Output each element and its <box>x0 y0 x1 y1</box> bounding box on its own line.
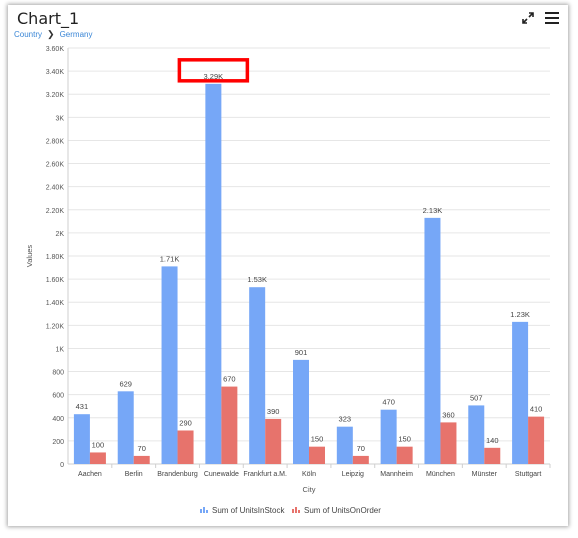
bar-units-in-stock[interactable] <box>161 266 178 464</box>
legend-units-in-stock[interactable]: Sum of UnitsInStock <box>212 506 285 515</box>
data-label: 2.13K <box>423 206 443 215</box>
data-label: 410 <box>530 405 543 414</box>
y-tick-label: 1.60K <box>46 277 65 284</box>
bar-units-in-stock[interactable] <box>468 405 485 464</box>
y-tick-label: 200 <box>52 439 64 446</box>
data-label: 150 <box>398 435 411 444</box>
bar-units-on-order[interactable] <box>309 446 325 464</box>
x-tick-label: Münster <box>472 471 498 478</box>
y-tick-label: 0 <box>60 462 64 469</box>
data-label: 431 <box>76 402 89 411</box>
bar-units-in-stock[interactable] <box>293 359 309 464</box>
y-tick-label: 3.60K <box>46 46 65 53</box>
bar-units-in-stock[interactable] <box>336 426 353 464</box>
y-tick-label: 2.20K <box>46 208 65 215</box>
y-tick-label: 3.40K <box>46 69 65 76</box>
y-tick-label: 3K <box>55 115 64 122</box>
legend-swatch <box>203 507 205 513</box>
data-label: 507 <box>470 393 483 402</box>
bar-units-on-order[interactable] <box>528 416 545 464</box>
data-label: 70 <box>138 444 146 453</box>
x-tick-label: Köln <box>302 471 316 478</box>
highlight-box <box>177 58 250 83</box>
breadcrumb: Country ❯ Germany <box>14 29 92 40</box>
y-tick-label: 800 <box>52 370 64 377</box>
bar-units-in-stock[interactable] <box>205 83 222 465</box>
x-tick-label: Stuttgart <box>515 471 542 478</box>
y-tick-label: 3.20K <box>46 92 65 99</box>
legend-swatch <box>292 509 294 513</box>
menu-icon[interactable] <box>544 10 560 26</box>
y-tick-label: 2.40K <box>46 185 65 192</box>
breadcrumb-germany[interactable]: Germany <box>59 30 93 39</box>
data-label: 290 <box>179 418 192 427</box>
x-axis-title: City <box>303 485 316 494</box>
data-label: 390 <box>267 407 280 416</box>
bar-units-on-order[interactable] <box>440 422 457 464</box>
bar-units-on-order[interactable] <box>352 455 369 464</box>
x-tick-label: Berlin <box>125 471 143 478</box>
bar-units-on-order[interactable] <box>265 418 282 464</box>
data-label: 360 <box>442 410 455 419</box>
y-tick-label: 1.20K <box>46 323 65 330</box>
chevron-right-icon: ❯ <box>47 29 55 39</box>
y-tick-label: 1.80K <box>46 254 65 261</box>
legend-swatch <box>206 510 208 513</box>
x-tick-label: Leipzig <box>342 471 364 478</box>
data-label: 100 <box>92 440 105 449</box>
expand-icon[interactable] <box>520 10 536 26</box>
data-label: 901 <box>295 348 308 357</box>
bar-units-in-stock[interactable] <box>249 287 266 464</box>
bar-units-on-order[interactable] <box>177 430 194 464</box>
bar-units-on-order[interactable] <box>133 455 150 464</box>
data-label: 70 <box>357 444 365 453</box>
data-label: 140 <box>486 436 499 445</box>
legend-swatch <box>295 507 297 513</box>
y-axis-title: Values <box>25 245 34 268</box>
x-tick-label: München <box>426 471 455 478</box>
y-tick-label: 1K <box>55 346 64 353</box>
data-label: 470 <box>382 398 395 407</box>
bar-units-in-stock[interactable] <box>512 321 529 464</box>
data-label: 629 <box>119 379 132 388</box>
bar-units-in-stock[interactable] <box>424 217 441 464</box>
data-label: 150 <box>311 435 324 444</box>
bar-units-on-order[interactable] <box>396 446 413 464</box>
x-tick-label: Mannheim <box>380 471 413 478</box>
bar-units-on-order[interactable] <box>221 386 238 464</box>
legend-units-on-order[interactable]: Sum of UnitsOnOrder <box>304 506 381 515</box>
bar-units-in-stock[interactable] <box>380 409 397 464</box>
legend-swatch <box>298 510 300 513</box>
legend-swatch <box>200 509 202 513</box>
bar-units-in-stock[interactable] <box>73 414 90 464</box>
bar-units-on-order[interactable] <box>89 452 106 464</box>
x-tick-label: Brandenburg <box>157 471 198 478</box>
data-label: 323 <box>339 415 352 424</box>
x-tick-label: Frankfurt a.M. <box>243 471 287 478</box>
chart-title: Chart_1 <box>17 9 80 28</box>
bar-units-on-order[interactable] <box>484 447 501 464</box>
x-tick-label: Cunewalde <box>204 471 239 478</box>
y-tick-label: 600 <box>52 393 64 400</box>
data-label: 670 <box>223 375 236 384</box>
y-tick-label: 1.40K <box>46 300 65 307</box>
x-tick-label: Aachen <box>78 471 102 478</box>
toolbar <box>520 10 560 26</box>
data-label: 1.23K <box>510 310 530 319</box>
data-label: 3.29K <box>204 72 224 81</box>
y-tick-label: 2K <box>55 231 64 238</box>
y-tick-label: 2.60K <box>46 162 65 169</box>
data-label: 1.71K <box>160 254 180 263</box>
y-tick-label: 400 <box>52 416 64 423</box>
data-label: 1.53K <box>247 275 267 284</box>
breadcrumb-country[interactable]: Country <box>14 30 43 39</box>
bar-units-in-stock[interactable] <box>117 391 134 464</box>
y-tick-label: 2.80K <box>46 138 65 145</box>
